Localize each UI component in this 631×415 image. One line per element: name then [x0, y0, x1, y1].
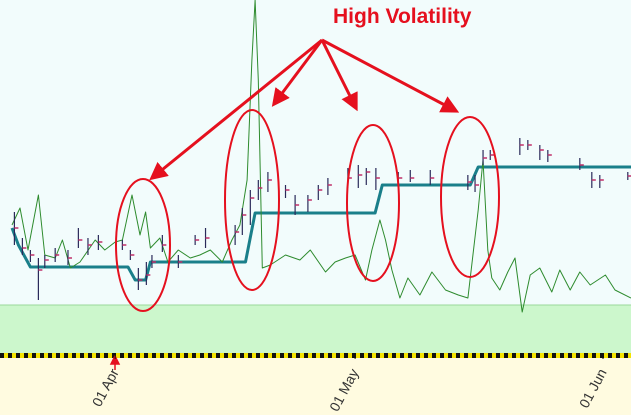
annotations [115, 38, 500, 312]
highlight-ellipse [346, 124, 400, 282]
arrow [271, 39, 324, 107]
plot [10, 0, 631, 313]
arrow [320, 39, 358, 112]
arrow [321, 38, 460, 113]
plot-background [0, 0, 631, 355]
volatility-line [11, 0, 631, 313]
axis-ruler [0, 353, 631, 358]
axis-area [0, 358, 631, 415]
date-marker [109, 354, 121, 370]
annotation: High Volatility [333, 5, 472, 28]
arrow [149, 38, 323, 181]
low-zone [0, 305, 631, 353]
highlight-ellipse [224, 109, 280, 291]
step-line [10, 165, 631, 282]
highlight-ellipse [440, 116, 500, 278]
highlight-ellipse [115, 178, 171, 312]
